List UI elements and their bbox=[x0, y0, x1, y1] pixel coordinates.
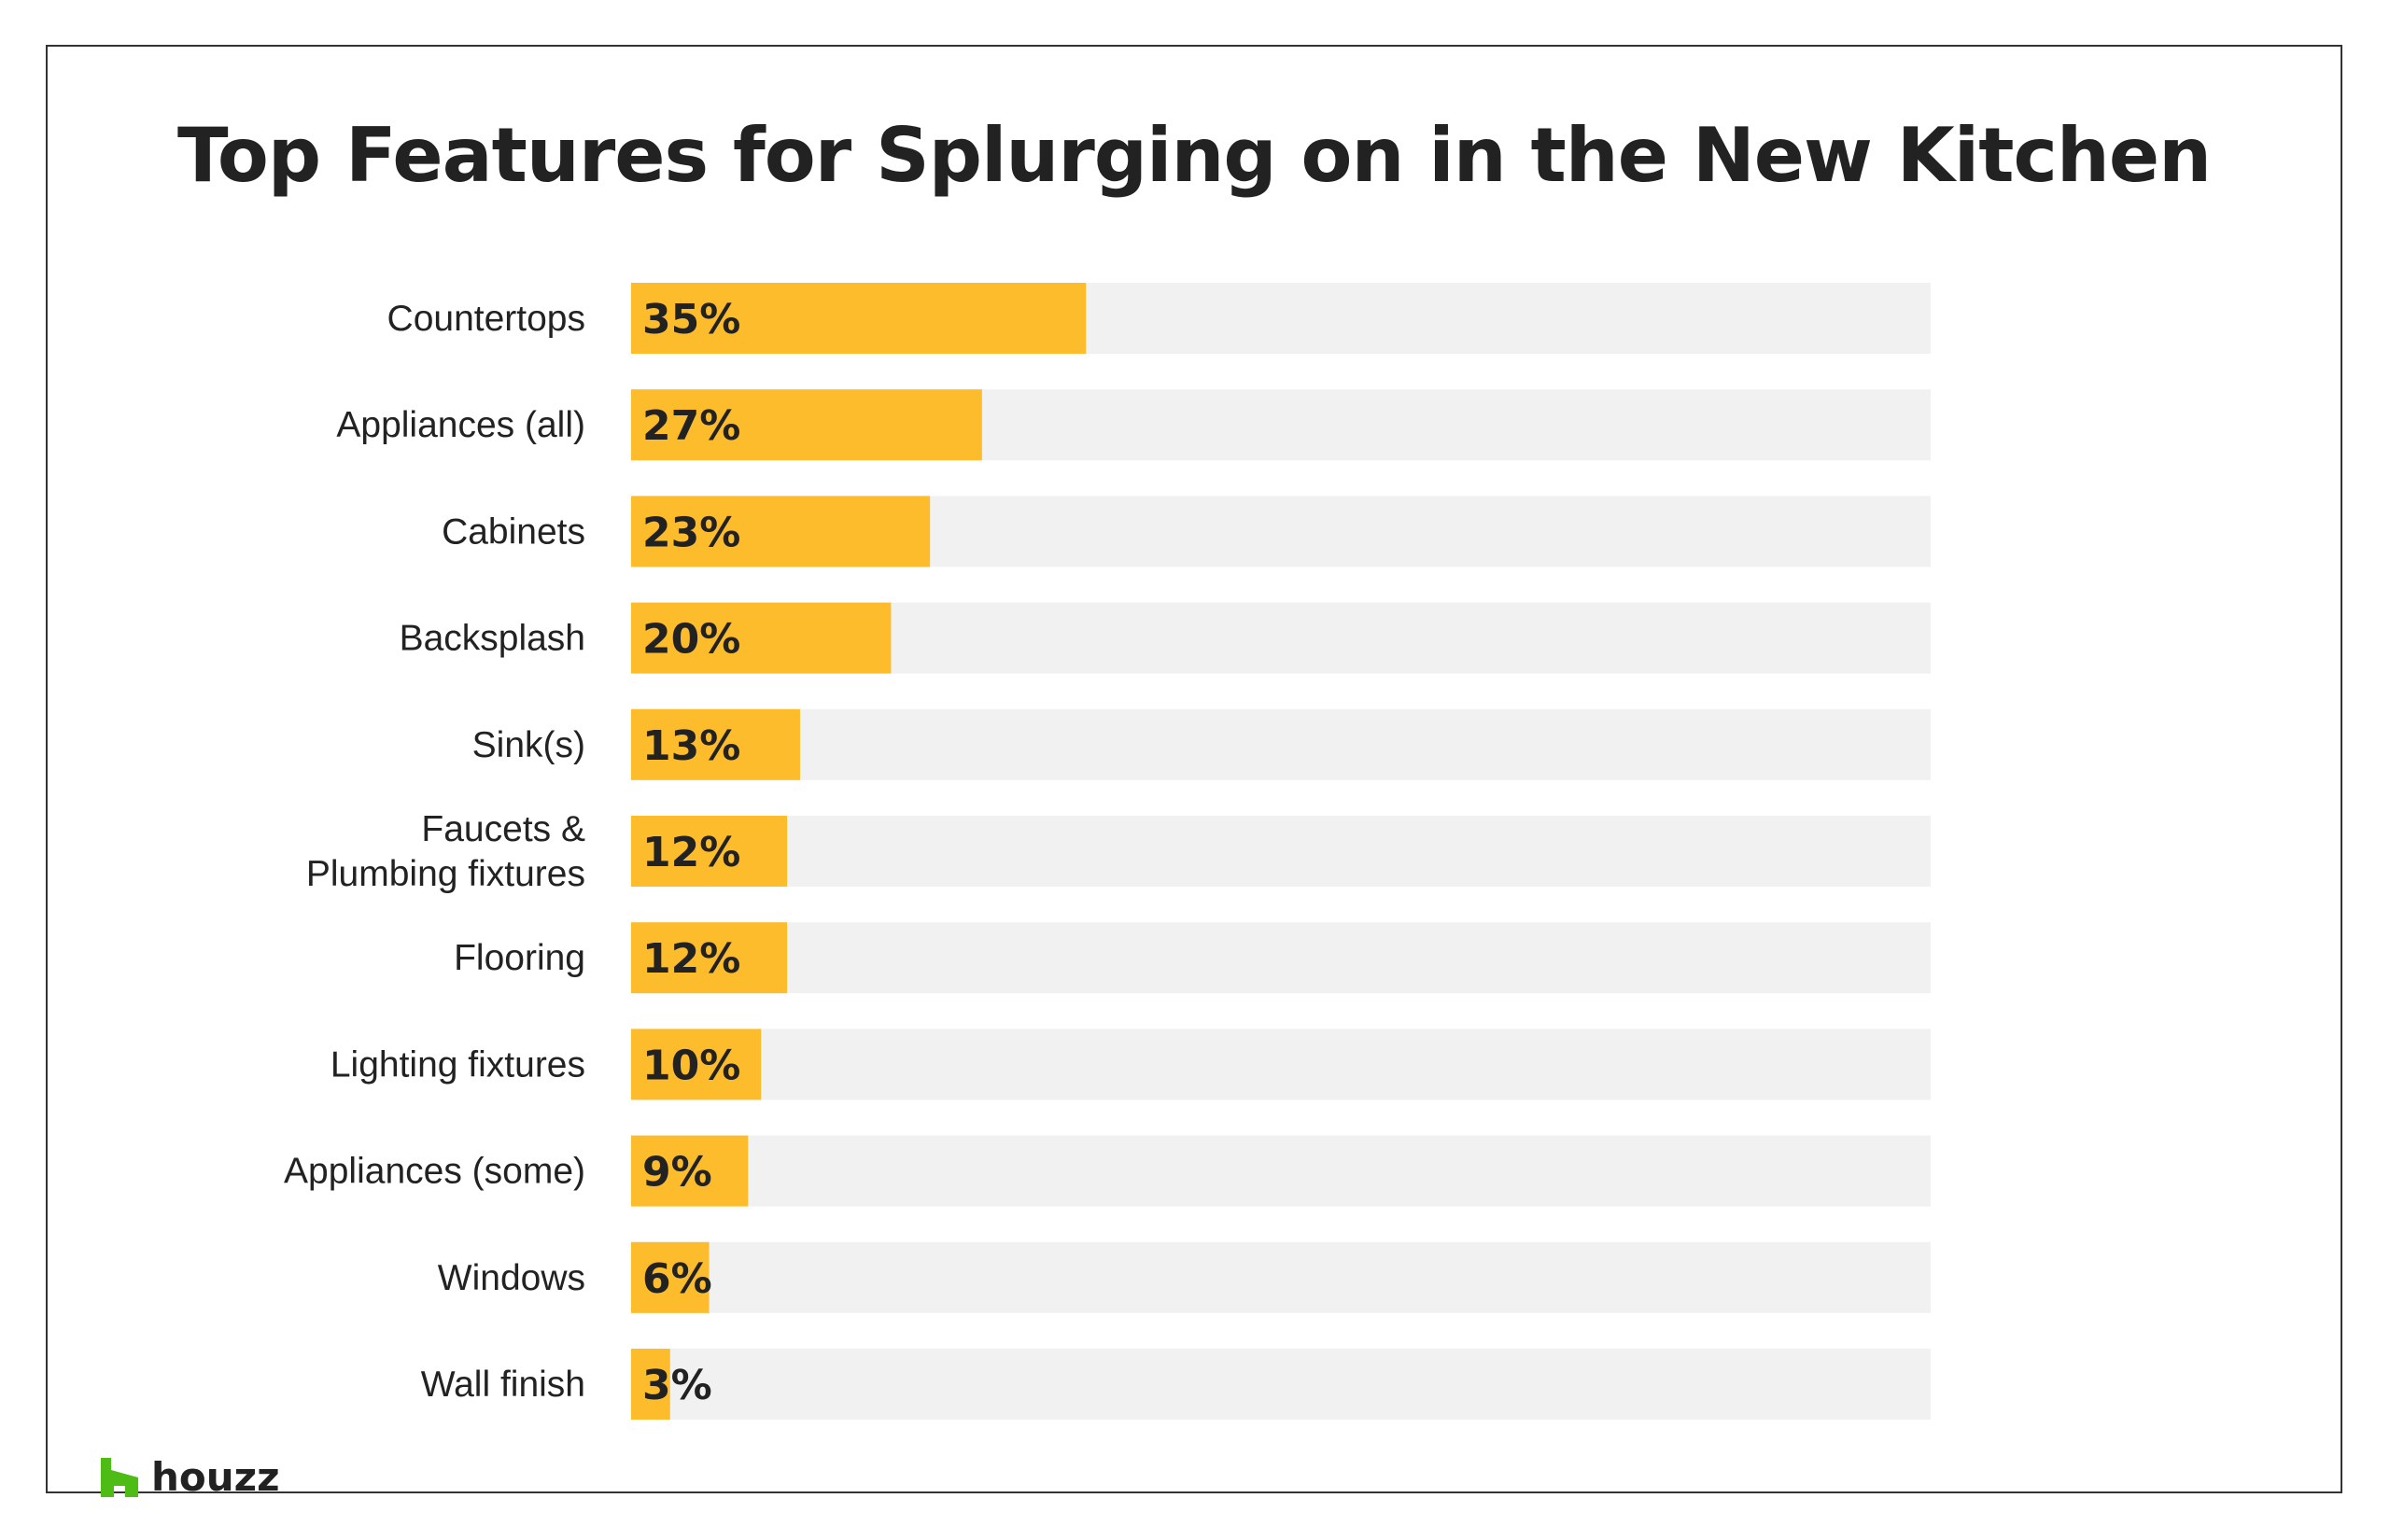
bar-track bbox=[631, 816, 1931, 887]
houzz-h-icon bbox=[101, 1457, 138, 1497]
bar bbox=[631, 389, 982, 461]
category-label: Appliances (some) bbox=[284, 1152, 585, 1192]
category-label-line: Appliances (all) bbox=[336, 405, 585, 445]
bar-track bbox=[631, 922, 1931, 994]
value-label: 23% bbox=[642, 509, 740, 556]
category-label-line: Flooring bbox=[454, 938, 585, 978]
value-label: 20% bbox=[642, 616, 740, 664]
bar bbox=[631, 602, 892, 674]
value-label: 10% bbox=[642, 1042, 740, 1089]
value-label: 27% bbox=[642, 402, 740, 450]
bar-row: 13% Sink(s) bbox=[472, 708, 1931, 780]
category-label-line: Wall finish bbox=[421, 1365, 585, 1405]
category-label: Windows bbox=[438, 1258, 585, 1298]
value-label: 3% bbox=[642, 1362, 712, 1409]
value-label: 12% bbox=[642, 829, 740, 876]
category-label-line: Plumbing fixtures bbox=[306, 854, 585, 894]
category-label-line: Cabinets bbox=[442, 511, 585, 552]
category-label: Lighting fixtures bbox=[330, 1044, 585, 1085]
chart-title: Top Features for Splurging on in the New… bbox=[176, 112, 2212, 199]
bar bbox=[631, 1241, 710, 1313]
bar-row: 27% Appliances (all) bbox=[336, 389, 1931, 461]
bar bbox=[631, 708, 800, 780]
category-label: Countertops bbox=[387, 299, 585, 339]
bar-row: 20% Backsplash bbox=[400, 602, 1931, 674]
bar-row: 6% Windows bbox=[438, 1241, 1931, 1313]
bar bbox=[631, 1029, 762, 1100]
bar bbox=[631, 1135, 749, 1207]
bar-row: 23% Cabinets bbox=[442, 496, 1931, 567]
bar-row: 12% Faucets & Plumbing fixtures bbox=[306, 809, 1931, 894]
bar bbox=[631, 1349, 670, 1420]
category-label-line: Sink(s) bbox=[472, 725, 585, 765]
value-label: 35% bbox=[642, 296, 740, 343]
bar-track bbox=[631, 1349, 1931, 1420]
bar-row: 35% Countertops bbox=[387, 283, 1931, 354]
bar-row: 9% Appliances (some) bbox=[284, 1135, 1931, 1207]
houzz-logo: houzz bbox=[101, 1454, 280, 1500]
category-label-line: Faucets & bbox=[421, 809, 585, 849]
category-label: Sink(s) bbox=[472, 725, 585, 765]
category-label-line: Windows bbox=[438, 1258, 585, 1298]
bar-row: 10% Lighting fixtures bbox=[330, 1029, 1931, 1100]
value-label: 12% bbox=[642, 935, 740, 983]
bar-track bbox=[631, 1241, 1931, 1313]
category-label: Wall finish bbox=[421, 1365, 585, 1405]
bar-row: 12% Flooring bbox=[454, 922, 1931, 994]
bar bbox=[631, 922, 788, 994]
value-label: 9% bbox=[642, 1149, 712, 1197]
bar bbox=[631, 816, 788, 887]
category-label-line: Backsplash bbox=[400, 619, 585, 659]
category-label: Flooring bbox=[454, 938, 585, 978]
bar bbox=[631, 283, 1087, 354]
category-label: Appliances (all) bbox=[336, 405, 585, 445]
category-label: Cabinets bbox=[442, 511, 585, 552]
bar-track bbox=[631, 1135, 1931, 1207]
bar-track bbox=[631, 708, 1931, 780]
bar-row: 3% Wall finish bbox=[421, 1349, 1931, 1420]
category-label-line: Countertops bbox=[387, 299, 585, 339]
category-label-line: Appliances (some) bbox=[284, 1152, 585, 1192]
value-label: 6% bbox=[642, 1255, 712, 1303]
category-label-line: Lighting fixtures bbox=[330, 1044, 585, 1085]
value-label: 13% bbox=[642, 722, 740, 770]
bar bbox=[631, 496, 931, 567]
category-label: Backsplash bbox=[400, 619, 585, 659]
bar-track bbox=[631, 1029, 1931, 1100]
houzz-wordmark: houzz bbox=[151, 1454, 280, 1500]
category-label: Faucets & Plumbing fixtures bbox=[306, 809, 585, 894]
